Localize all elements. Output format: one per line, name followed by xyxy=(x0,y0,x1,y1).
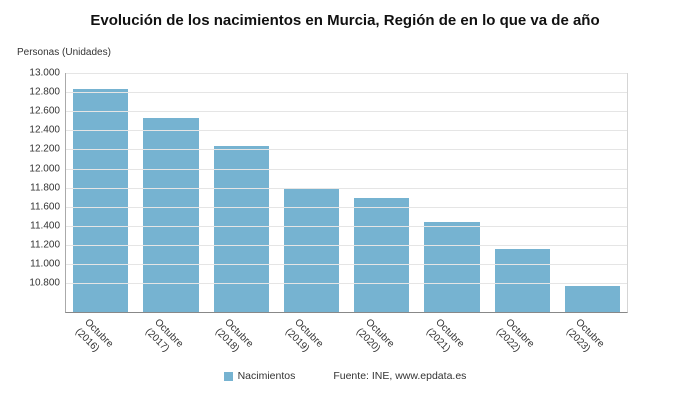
gridline xyxy=(66,264,627,266)
y-tick-label: 13.000 xyxy=(29,67,60,79)
y-tick-label: 11.400 xyxy=(30,220,60,232)
bar xyxy=(494,248,550,312)
plot-area: Octubre (2016) Octubre (2017) Octubre (2018) O… xyxy=(29,68,628,354)
bar xyxy=(354,198,410,312)
bar-slot: Octubre (2018) xyxy=(213,73,269,354)
bar-slot: Octubre (2019) xyxy=(283,73,339,354)
bar xyxy=(424,222,480,312)
gridline xyxy=(66,73,627,74)
bar-slot: Octubre (2022) xyxy=(494,73,550,354)
x-tick-label: Octubre (2022) xyxy=(494,317,537,355)
legend-label: Nacimientos xyxy=(237,370,296,382)
x-tick-label: Octubre (2020) xyxy=(353,317,396,355)
y-tick-label: 11.000 xyxy=(30,258,60,270)
bar xyxy=(283,188,339,312)
y-tick-label: 12.200 xyxy=(29,143,60,155)
bar-slot: Octubre (2017) xyxy=(143,73,199,354)
gridline xyxy=(66,149,627,151)
gridline xyxy=(66,245,627,247)
x-tick-label: Octubre (2023) xyxy=(564,317,607,355)
x-tick-label: Octubre (2016) xyxy=(72,317,115,355)
gridline xyxy=(66,283,627,285)
gridline xyxy=(66,168,627,170)
gridline xyxy=(66,225,627,227)
bar-slot: Octubre (2023) xyxy=(564,73,620,354)
gridline xyxy=(66,92,627,94)
y-axis-unit-label: Personas (Unidades) xyxy=(17,47,111,58)
y-tick-label: 11.200 xyxy=(30,239,60,251)
legend-swatch xyxy=(223,371,233,381)
bars-container: Octubre (2016) Octubre (2017) Octubre (2018) O… xyxy=(66,73,627,354)
y-tick-label: 12.600 xyxy=(29,105,60,117)
source-text: Fuente: INE, www.epdata.es xyxy=(333,370,467,382)
x-tick-label: Octubre (2019) xyxy=(283,317,326,355)
x-tick-label: Octubre (2018) xyxy=(213,317,256,355)
gridline xyxy=(66,111,627,113)
bar xyxy=(73,89,129,312)
chart-footer: Nacimientos Fuente: INE, www.epdata.es xyxy=(0,370,690,382)
legend-item: Nacimientos xyxy=(223,370,296,382)
y-tick-label: 12.400 xyxy=(29,124,60,136)
bar-slot: Octubre (2016) xyxy=(73,73,129,354)
gridline xyxy=(66,130,627,132)
gridline xyxy=(66,206,627,208)
x-tick-label: Octubre (2021) xyxy=(424,317,466,355)
y-tick-label: 12.800 xyxy=(29,86,60,98)
y-tick-label: 10.800 xyxy=(29,277,60,289)
gridline xyxy=(66,187,627,189)
bar xyxy=(564,286,620,312)
chart-title: Evolución de los nacimientos en Murcia, … xyxy=(90,12,600,29)
bar-slot: Octubre (2021) xyxy=(424,73,480,354)
bar-slot: Octubre (2020) xyxy=(354,73,410,354)
bar xyxy=(213,145,269,312)
x-tick-label: Octubre (2017) xyxy=(143,317,185,355)
y-tick-label: 11.600 xyxy=(30,201,60,213)
y-tick-label: 12.000 xyxy=(29,163,60,175)
y-tick-label: 11.800 xyxy=(30,182,60,194)
